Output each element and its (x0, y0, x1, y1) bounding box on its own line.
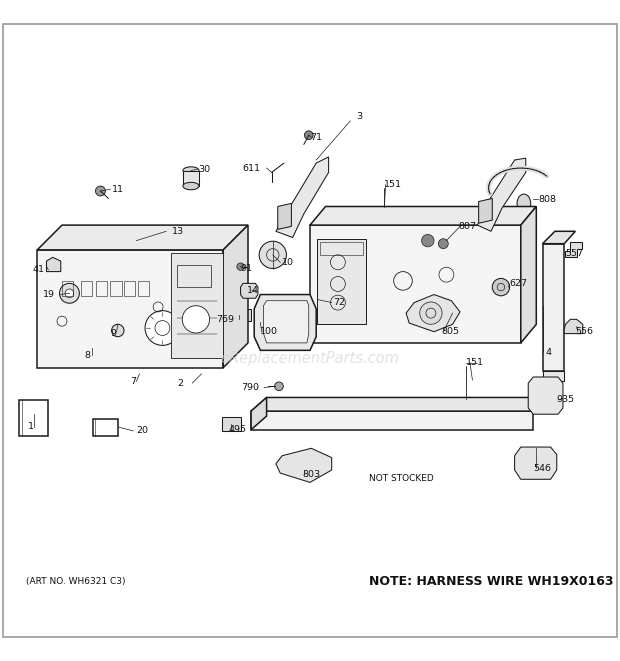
Bar (19, 400, 48, 436)
Text: 803: 803 (303, 470, 321, 479)
Text: 611: 611 (242, 163, 260, 173)
Text: NOT STOCKED: NOT STOCKED (370, 473, 434, 483)
Text: 9: 9 (110, 329, 117, 338)
Bar (239, 309, 251, 321)
Bar (62, 281, 73, 296)
Text: 790: 790 (241, 383, 259, 392)
Polygon shape (564, 319, 583, 334)
Circle shape (259, 241, 286, 268)
Polygon shape (515, 447, 557, 479)
Text: 20: 20 (136, 426, 148, 436)
Text: eReplacementParts.com: eReplacementParts.com (221, 351, 399, 366)
Bar (138, 281, 149, 296)
Polygon shape (310, 206, 536, 225)
Ellipse shape (517, 194, 531, 213)
Polygon shape (223, 225, 248, 368)
Text: 41: 41 (33, 265, 45, 274)
Text: 100: 100 (260, 327, 278, 336)
Text: 2: 2 (177, 379, 183, 388)
Polygon shape (477, 158, 526, 231)
Text: 935: 935 (557, 395, 575, 405)
Bar (222, 417, 241, 431)
Text: 8: 8 (84, 351, 90, 360)
Text: 805: 805 (441, 327, 459, 336)
Text: 72: 72 (334, 298, 345, 307)
Polygon shape (565, 243, 582, 257)
Polygon shape (276, 157, 329, 237)
Polygon shape (542, 371, 564, 381)
Polygon shape (521, 206, 536, 343)
Polygon shape (264, 301, 309, 343)
Circle shape (237, 263, 244, 270)
Text: 14: 14 (247, 286, 259, 295)
Text: 13: 13 (172, 227, 185, 236)
Polygon shape (251, 397, 549, 411)
Polygon shape (254, 295, 316, 350)
Text: 1: 1 (28, 422, 34, 431)
Circle shape (304, 131, 313, 139)
Polygon shape (241, 284, 258, 298)
Text: 807: 807 (459, 222, 477, 231)
Text: 769: 769 (216, 315, 234, 324)
Circle shape (420, 302, 442, 325)
Text: 557: 557 (565, 249, 583, 258)
Bar (183, 171, 199, 186)
Circle shape (492, 278, 510, 295)
Bar (96, 281, 107, 296)
Polygon shape (317, 239, 366, 325)
Text: 627: 627 (510, 280, 528, 288)
Polygon shape (37, 225, 248, 250)
Ellipse shape (183, 182, 199, 190)
Text: 151: 151 (384, 180, 402, 189)
Polygon shape (542, 231, 575, 244)
Circle shape (65, 289, 74, 297)
Bar (177, 266, 211, 287)
Polygon shape (479, 198, 492, 223)
Polygon shape (310, 225, 521, 343)
Bar (124, 281, 135, 296)
Circle shape (438, 239, 448, 249)
Text: 30: 30 (198, 165, 211, 174)
Bar (320, 243, 363, 255)
Text: 71: 71 (310, 133, 322, 141)
Text: 151: 151 (466, 358, 484, 368)
Text: 495: 495 (228, 425, 246, 434)
Circle shape (422, 235, 434, 247)
Polygon shape (542, 244, 564, 371)
Text: 3: 3 (356, 112, 363, 121)
Text: (ART NO. WH6321 C3): (ART NO. WH6321 C3) (26, 577, 125, 586)
Circle shape (112, 325, 124, 336)
Circle shape (275, 382, 283, 391)
Text: 11: 11 (112, 184, 123, 194)
Text: 10: 10 (282, 258, 294, 267)
Circle shape (60, 284, 79, 303)
Bar (93, 418, 118, 436)
Bar (81, 281, 92, 296)
Bar (110, 281, 122, 296)
Text: 556: 556 (575, 327, 593, 336)
Text: NOTE: HARNESS WIRE WH19X0163: NOTE: HARNESS WIRE WH19X0163 (369, 575, 613, 588)
Text: 546: 546 (533, 463, 551, 473)
Text: 4: 4 (546, 348, 552, 357)
Circle shape (145, 311, 180, 346)
Circle shape (95, 186, 105, 196)
Polygon shape (528, 377, 563, 414)
Text: 91: 91 (241, 264, 252, 273)
Text: 808: 808 (538, 194, 556, 204)
Polygon shape (251, 397, 267, 430)
Text: 19: 19 (43, 290, 55, 299)
Text: 7: 7 (130, 377, 136, 386)
Polygon shape (46, 257, 61, 272)
Polygon shape (406, 295, 460, 332)
Polygon shape (37, 250, 223, 368)
Polygon shape (276, 448, 332, 483)
Circle shape (182, 305, 210, 333)
Polygon shape (278, 204, 291, 229)
Polygon shape (170, 253, 223, 358)
Bar (92, 342, 105, 356)
Polygon shape (251, 411, 533, 430)
Ellipse shape (183, 167, 199, 175)
